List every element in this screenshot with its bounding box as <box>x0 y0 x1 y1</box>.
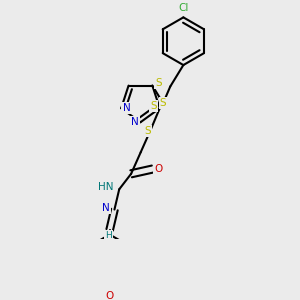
Text: S: S <box>160 98 166 108</box>
Text: N: N <box>102 203 110 213</box>
Text: S: S <box>155 78 162 88</box>
Text: N: N <box>131 117 139 127</box>
Text: HN: HN <box>98 182 113 192</box>
Text: S: S <box>151 101 157 111</box>
Text: O: O <box>106 291 114 300</box>
Text: H: H <box>105 231 112 240</box>
Text: Cl: Cl <box>178 3 189 13</box>
Text: O: O <box>154 164 163 174</box>
Text: N: N <box>123 103 130 113</box>
Text: S: S <box>145 126 151 136</box>
